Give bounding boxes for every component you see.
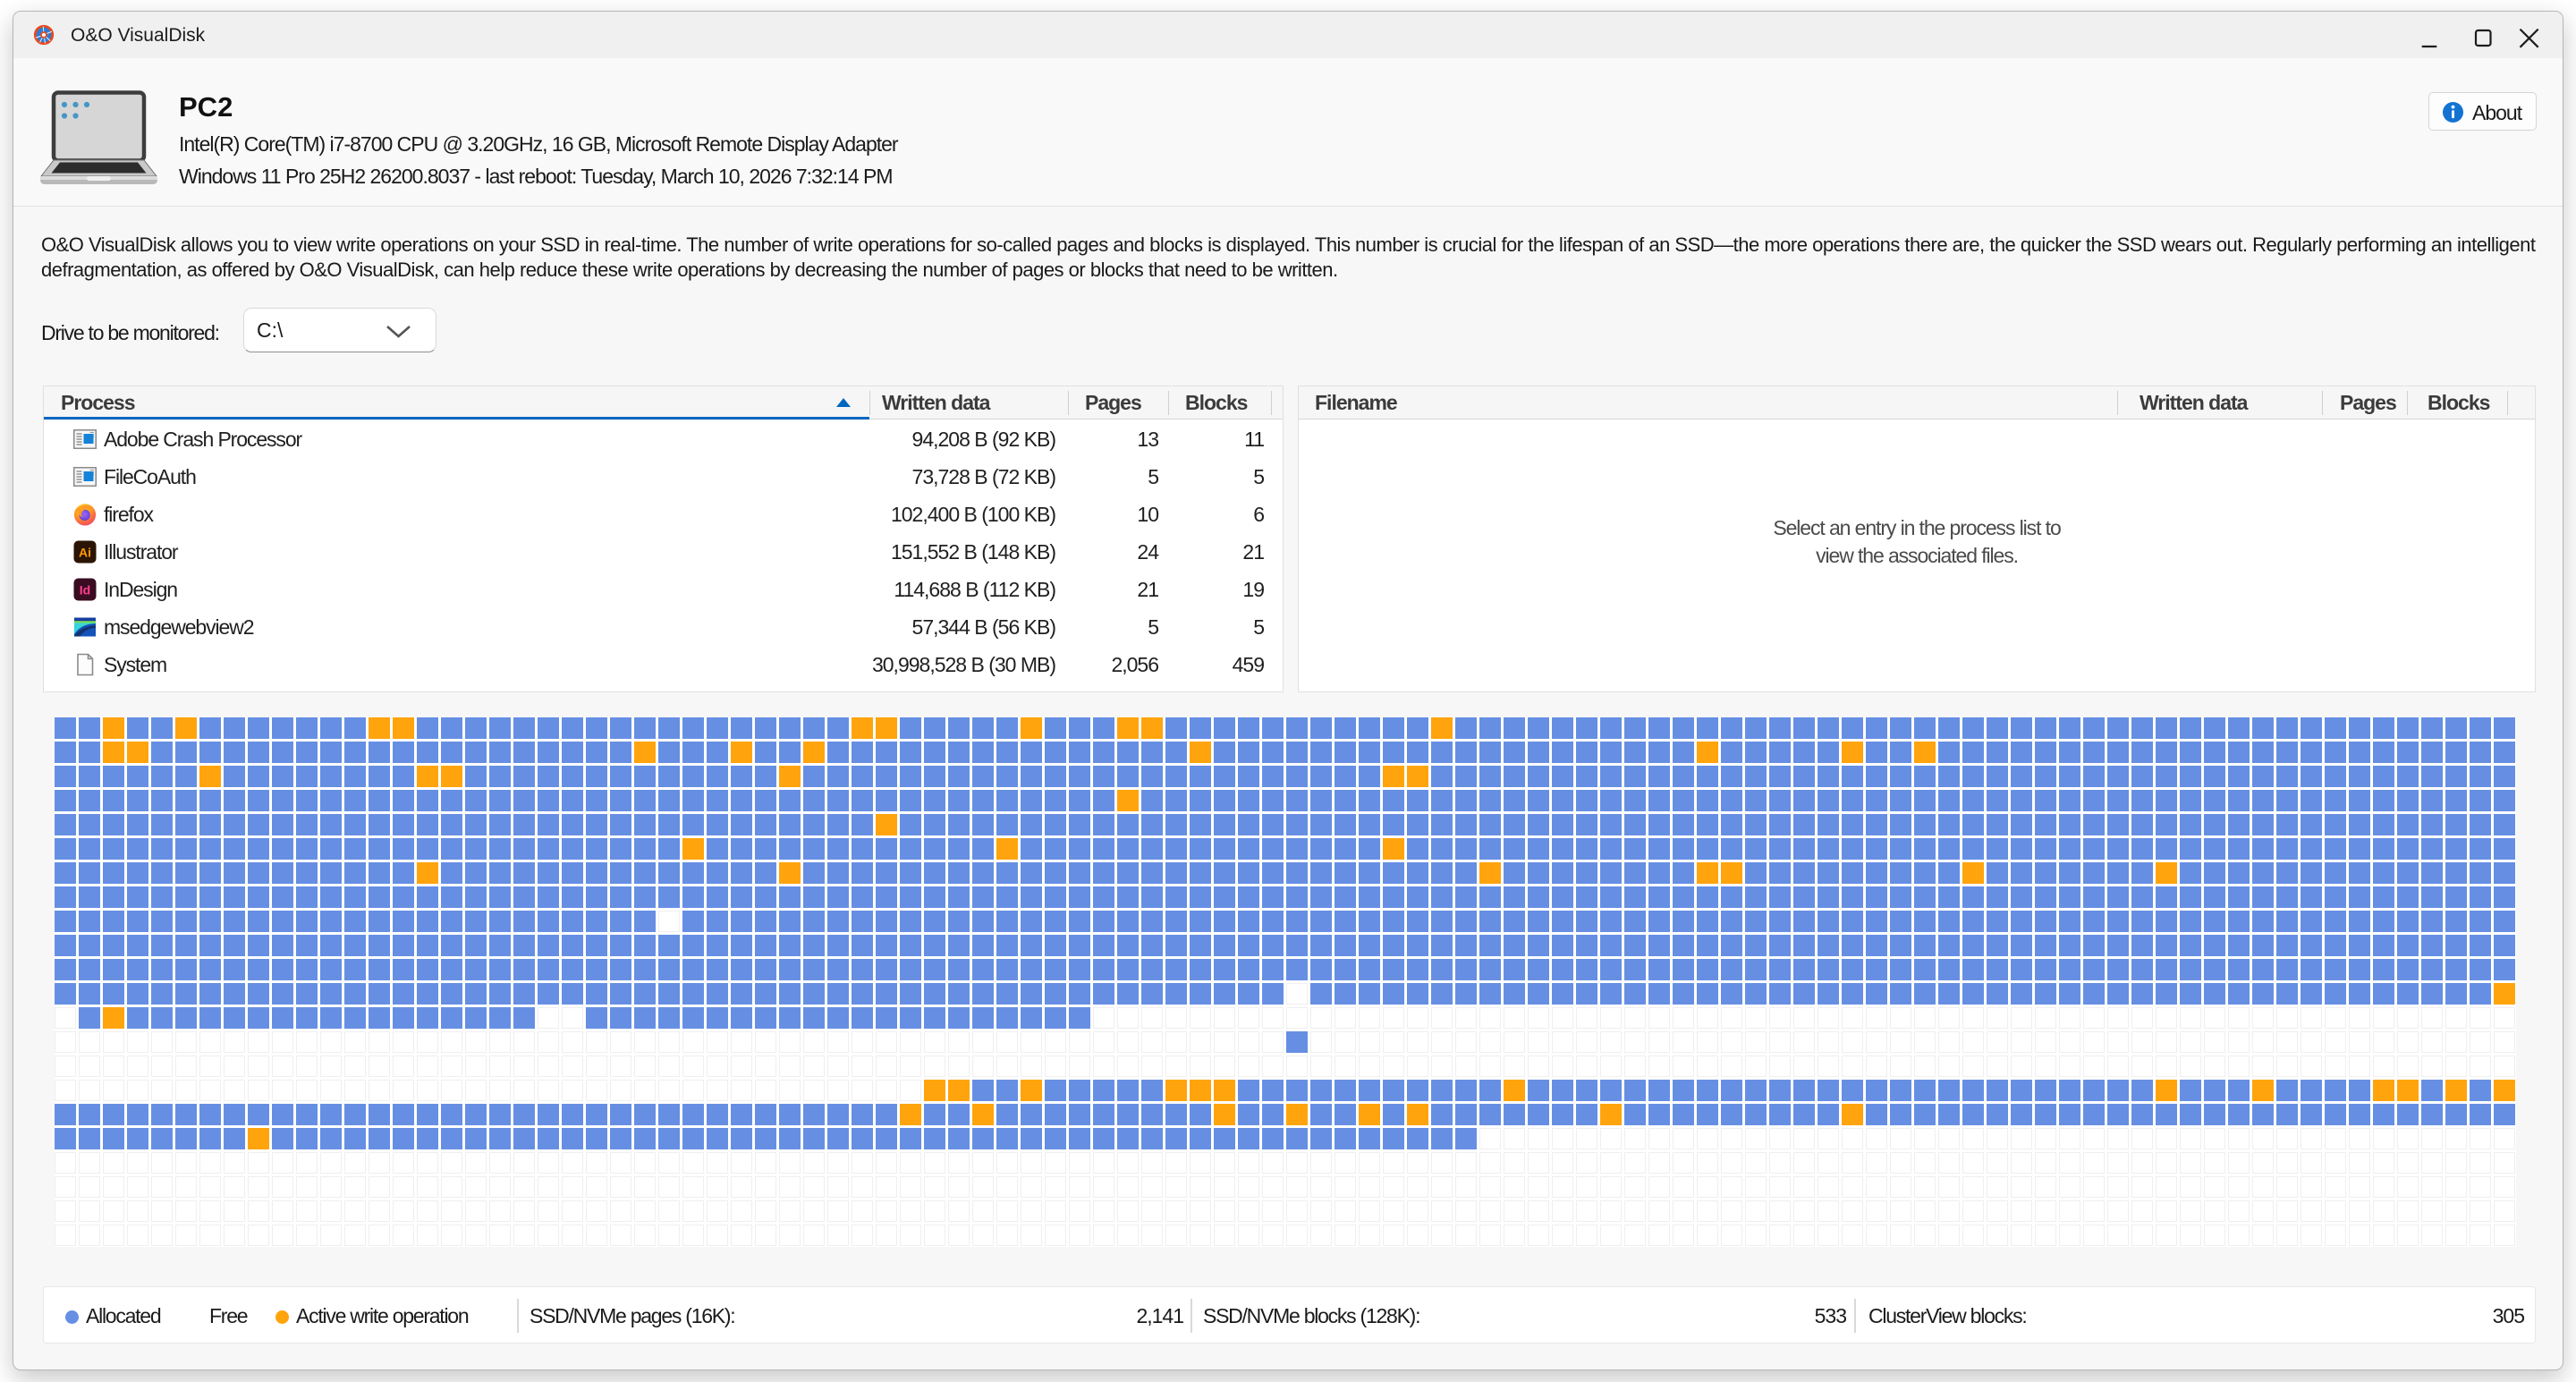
svg-text:Ai: Ai (79, 546, 91, 560)
svg-text:Id: Id (80, 583, 90, 598)
